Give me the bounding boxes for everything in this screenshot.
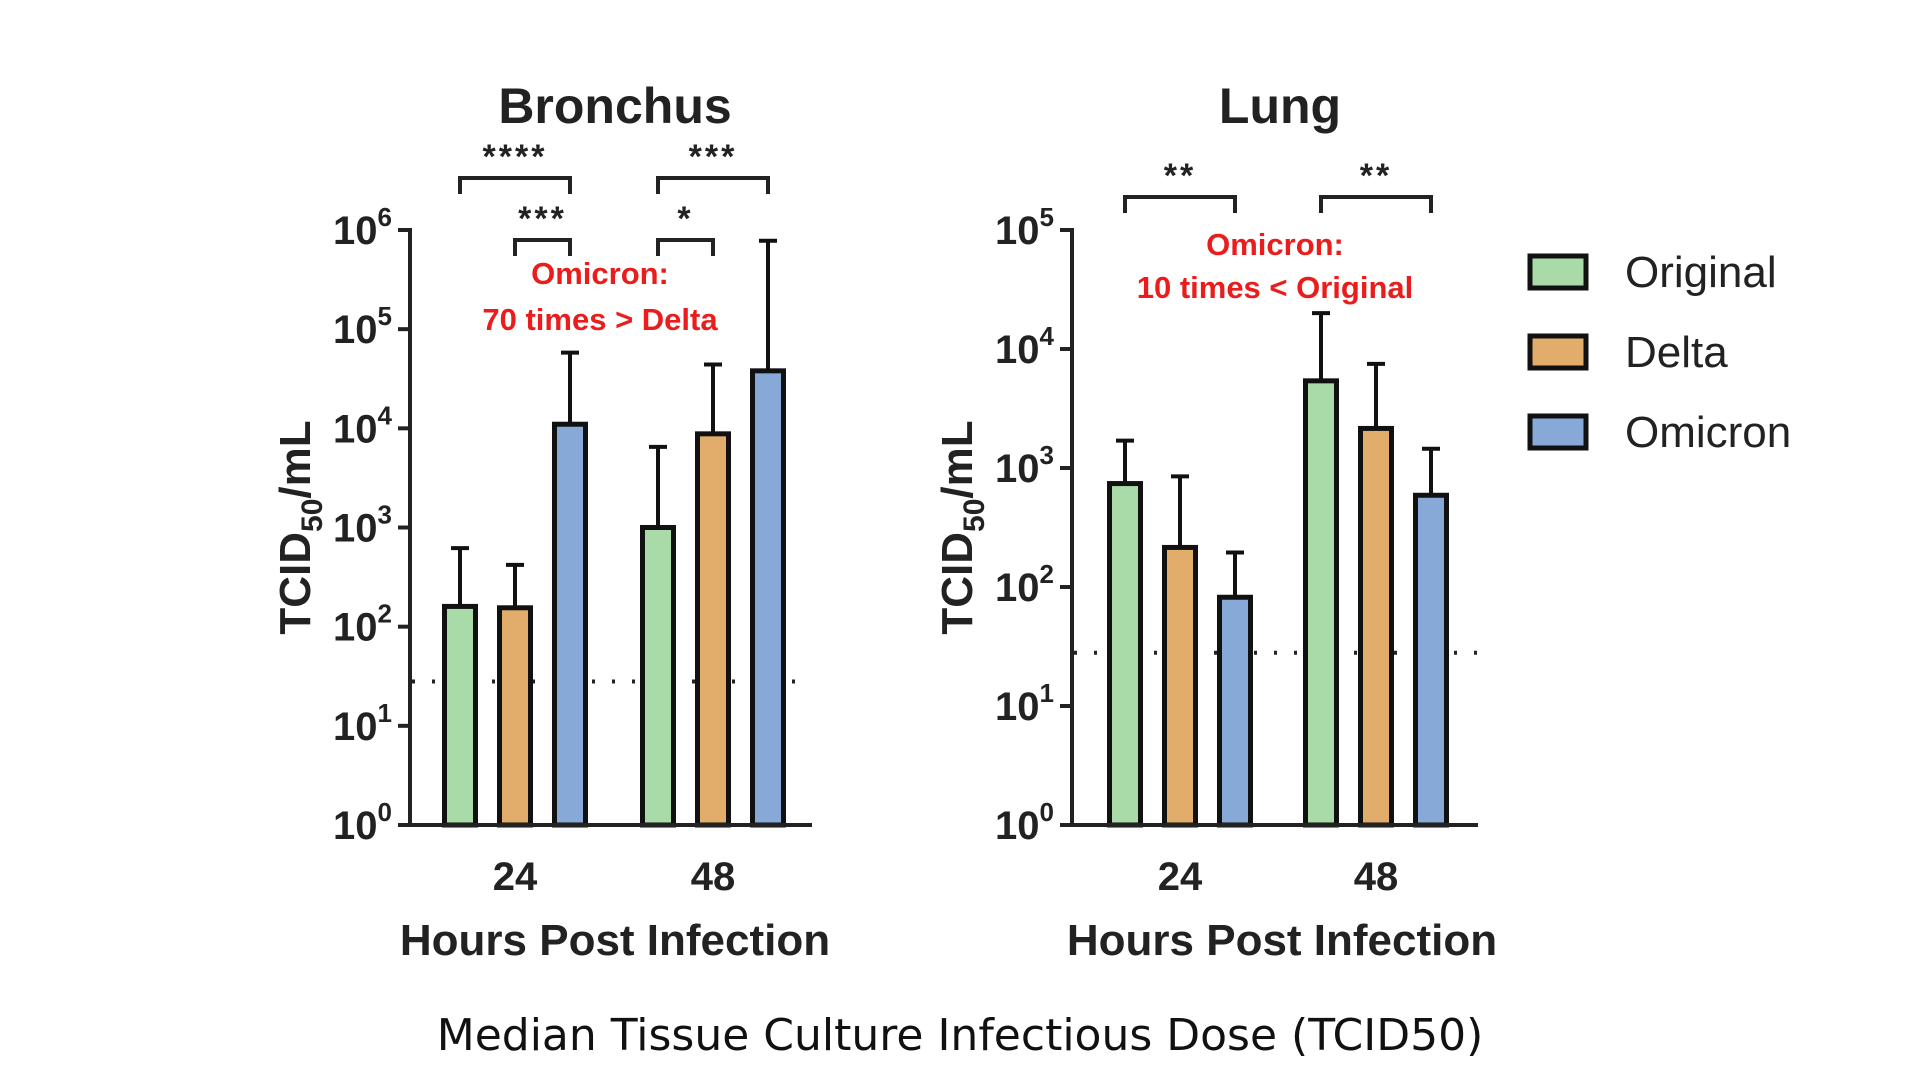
- y-axis-label: TCID50/mL: [271, 420, 329, 634]
- legend-label: Delta: [1625, 328, 1728, 377]
- bar-omicron-48: [1413, 492, 1449, 828]
- significance-label: *: [677, 200, 693, 238]
- y-tick-label: 103: [995, 440, 1054, 491]
- y-tick-label: 103: [333, 500, 392, 551]
- legend-label: Omicron: [1625, 408, 1791, 457]
- x-tick-label: 48: [691, 855, 736, 899]
- significance-bracket: [656, 176, 770, 194]
- y-tick-label: 102: [333, 599, 392, 650]
- significance-bracket: [513, 238, 572, 256]
- chart-bronchus: Bronchus 100 101 102 103 104 105 106 TCID50/mL 24…: [271, 78, 830, 965]
- legend-swatch-delta: [1527, 333, 1589, 371]
- bar-delta-24: [1162, 544, 1198, 828]
- significance-bracket: [656, 238, 715, 256]
- bar-original-48: [640, 525, 676, 828]
- significance-label: ***: [689, 138, 738, 176]
- legend-swatch-omicron: [1527, 413, 1589, 451]
- chart-lung: Lung 100 101 102 103 104 105 TCID50/mL 24 48 Hours…: [933, 78, 1497, 965]
- x-tick-label: 24: [1158, 855, 1203, 899]
- bar-original-48: [1303, 378, 1339, 828]
- chart-title: Bronchus: [498, 78, 731, 134]
- bar-delta-48: [1358, 425, 1394, 828]
- significance-label: ****: [483, 138, 548, 176]
- bar-omicron-48: [750, 368, 786, 828]
- annotation-text: 10 times < Original: [1137, 270, 1414, 305]
- y-tick-label: 102: [995, 559, 1054, 610]
- bar-delta-48: [695, 431, 731, 828]
- y-tick-label: 100: [333, 797, 392, 848]
- y-tick-label: 104: [995, 321, 1055, 372]
- figure-caption: Median Tissue Culture Infectious Dose (T…: [436, 1010, 1484, 1061]
- legend: Original Delta Omicron: [1527, 248, 1791, 457]
- x-axis-label: Hours Post Infection: [400, 916, 830, 965]
- x-tick-label: 24: [493, 855, 538, 899]
- x-axis-label: Hours Post Infection: [1067, 916, 1497, 965]
- bar-omicron-24: [1217, 594, 1253, 828]
- y-tick-label: 100: [995, 797, 1054, 848]
- y-tick-label: 101: [995, 678, 1054, 729]
- significance-label: **: [1164, 157, 1196, 195]
- x-tick-label: 48: [1354, 855, 1399, 899]
- bar-delta-24: [497, 605, 533, 828]
- y-tick-label: 104: [333, 400, 393, 451]
- bar-original-24: [442, 603, 478, 828]
- y-axis-label: TCID50/mL: [933, 420, 991, 634]
- chart-title: Lung: [1219, 78, 1341, 134]
- significance-label: **: [1360, 157, 1392, 195]
- y-tick-label: 105: [995, 202, 1054, 253]
- annotation-text: 70 times > Delta: [482, 302, 718, 337]
- y-tick-label: 101: [333, 698, 392, 749]
- significance-label: ***: [518, 200, 567, 238]
- annotation-text: Omicron:: [1206, 227, 1344, 262]
- significance-bracket: [458, 176, 572, 194]
- y-tick-label: 105: [333, 301, 392, 352]
- legend-swatch-original: [1527, 253, 1589, 291]
- significance-bracket: [1319, 195, 1433, 213]
- bar-omicron-24: [552, 421, 588, 828]
- y-tick-label: 106: [333, 202, 392, 253]
- bar-original-24: [1107, 481, 1143, 828]
- significance-bracket: [1123, 195, 1237, 213]
- legend-label: Original: [1625, 248, 1777, 297]
- annotation-text: Omicron:: [531, 256, 669, 291]
